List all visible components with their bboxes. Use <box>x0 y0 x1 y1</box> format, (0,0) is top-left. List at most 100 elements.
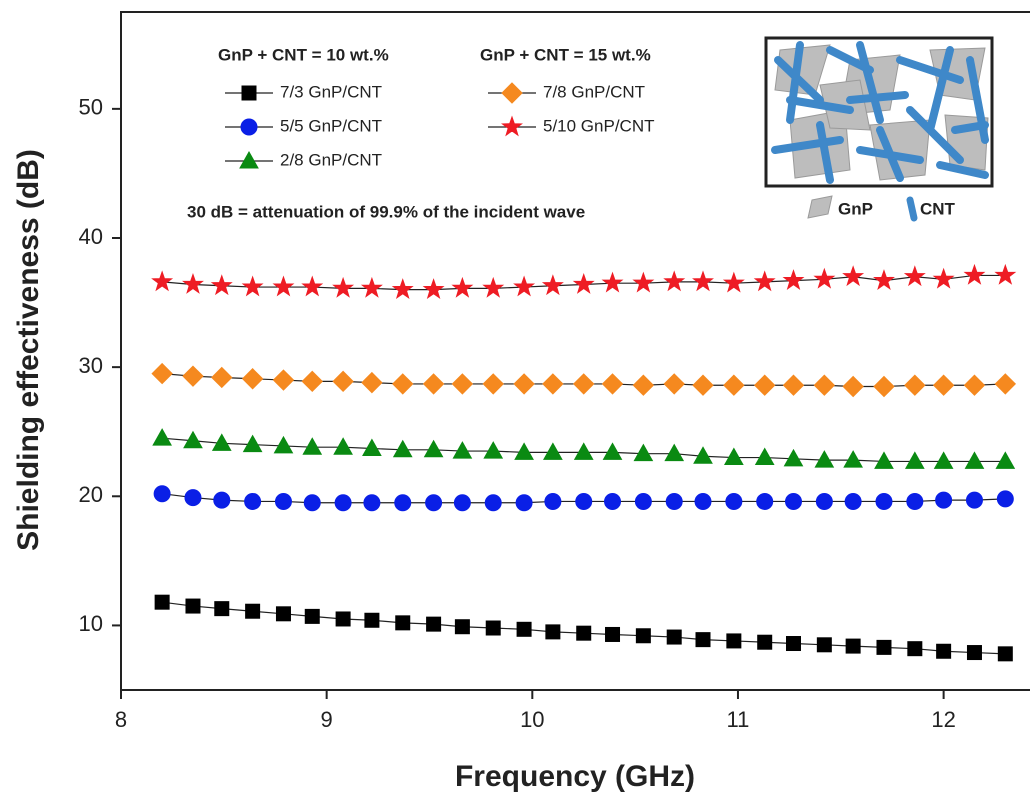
marker <box>816 637 832 653</box>
marker <box>873 375 895 398</box>
marker <box>845 638 861 654</box>
marker <box>573 373 595 395</box>
marker <box>152 428 172 446</box>
marker <box>632 374 655 396</box>
marker <box>632 271 655 293</box>
marker <box>601 373 624 395</box>
legend-marker <box>501 115 523 137</box>
marker <box>994 373 1017 395</box>
marker <box>815 492 833 510</box>
marker <box>482 373 504 395</box>
marker <box>275 606 291 622</box>
marker <box>362 438 382 457</box>
marker <box>782 374 805 396</box>
marker <box>151 362 173 385</box>
marker <box>543 442 563 460</box>
marker <box>422 373 445 395</box>
x-tick-label: 10 <box>520 707 544 732</box>
marker <box>903 265 926 287</box>
marker <box>513 275 536 297</box>
x-tick-label: 12 <box>931 707 955 732</box>
marker <box>210 274 233 296</box>
marker <box>725 492 743 510</box>
marker <box>545 624 561 640</box>
marker <box>782 269 805 290</box>
marker <box>151 270 174 292</box>
marker <box>576 625 592 641</box>
marker <box>572 272 595 294</box>
marker <box>451 373 474 395</box>
marker <box>332 370 354 393</box>
marker <box>966 645 982 661</box>
marker <box>633 443 654 462</box>
marker <box>334 494 352 512</box>
x-axis-title: Frequency (GHz) <box>455 760 695 793</box>
marker <box>363 494 381 512</box>
marker <box>875 492 893 510</box>
axis-frame <box>120 11 1030 691</box>
marker <box>936 643 952 659</box>
marker <box>301 370 323 393</box>
marker <box>182 272 204 294</box>
inset-label: GnP <box>838 199 873 218</box>
marker <box>754 447 775 466</box>
marker <box>874 451 894 469</box>
legend-marker <box>241 85 257 101</box>
y-tick-label: 40 <box>79 224 103 249</box>
marker <box>635 628 651 644</box>
marker <box>361 371 383 394</box>
marker <box>333 437 353 455</box>
marker <box>933 451 954 469</box>
marker <box>997 646 1013 662</box>
marker <box>693 446 713 464</box>
marker <box>932 267 955 289</box>
legend-title: GnP + CNT = 10 wt.% <box>218 45 389 64</box>
legend-label: 5/10 GnP/CNT <box>543 116 655 135</box>
marker <box>963 374 986 396</box>
marker <box>605 626 621 642</box>
marker <box>304 608 320 624</box>
legend-marker <box>240 118 258 136</box>
marker <box>485 620 501 636</box>
marker <box>876 639 892 655</box>
marker <box>814 450 835 468</box>
marker <box>302 437 323 455</box>
legend-label: 5/5 GnP/CNT <box>280 116 382 135</box>
marker <box>241 368 264 390</box>
marker <box>482 276 505 298</box>
marker <box>873 269 895 290</box>
marker <box>426 616 442 632</box>
marker <box>211 366 233 389</box>
marker <box>963 263 986 285</box>
y-tick-label: 10 <box>79 611 103 636</box>
marker <box>784 492 802 510</box>
legend-title: GnP + CNT = 15 wt.% <box>480 45 651 64</box>
marker <box>394 494 412 512</box>
marker <box>692 270 714 292</box>
marker <box>602 442 623 460</box>
marker <box>843 450 863 468</box>
marker <box>213 491 231 509</box>
marker <box>994 263 1017 285</box>
marker <box>965 491 983 509</box>
marker <box>906 492 924 510</box>
marker <box>453 494 471 512</box>
marker <box>183 430 203 449</box>
marker <box>392 373 414 395</box>
marker <box>422 278 445 299</box>
marker <box>723 374 745 396</box>
marker <box>601 271 624 293</box>
marker <box>274 492 292 510</box>
marker <box>332 276 355 298</box>
marker <box>273 435 294 454</box>
marker <box>272 369 295 391</box>
annotation: 30 dB = attenuation of 99.9% of the inci… <box>187 202 585 221</box>
marker <box>753 374 776 396</box>
marker <box>182 365 204 387</box>
marker <box>515 494 533 512</box>
marker <box>423 439 444 458</box>
marker <box>245 603 261 619</box>
marker <box>724 447 744 466</box>
marker <box>483 441 504 459</box>
marker <box>154 594 170 610</box>
